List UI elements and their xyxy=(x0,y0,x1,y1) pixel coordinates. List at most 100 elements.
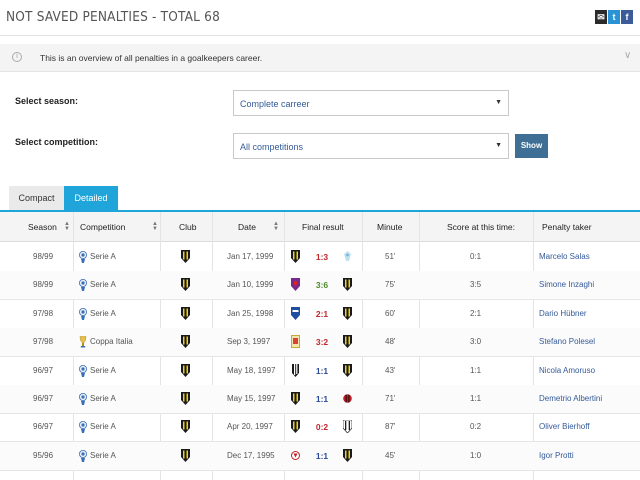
show-button[interactable]: Show xyxy=(515,134,548,158)
serie-a-icon xyxy=(79,279,87,291)
final-result-cell[interactable]: 1:1 xyxy=(315,366,329,376)
penalty-taker-link[interactable]: Demetrio Albertini xyxy=(539,394,603,403)
table-row: 97/98 Coppa Italia Sep 3, 1997 3:2 48' 3:0 Ste… xyxy=(0,328,640,357)
penalty-taker-link[interactable]: Stefano Polesel xyxy=(539,337,596,346)
minute-cell: 48' xyxy=(385,337,396,346)
facebook-share-icon[interactable]: f xyxy=(621,10,633,24)
penalty-taker-link[interactable]: Marcelo Salas xyxy=(539,252,590,261)
competition-label: Select competition: xyxy=(15,137,99,147)
table-header: Season ▲ ▼ Competition ▲ ▼ Club Date ▲ ▼ Fi… xyxy=(0,212,640,242)
info-bar[interactable]: i This is an overview of all penalties i… xyxy=(0,44,640,72)
col-date[interactable]: Date xyxy=(238,222,256,232)
season-cell: 96/97 xyxy=(33,394,54,403)
sort-icon[interactable]: ▲ ▼ xyxy=(64,221,70,232)
parma-crest-icon[interactable] xyxy=(343,335,352,348)
score-at-time-cell: 2:1 xyxy=(470,309,482,318)
season-select-value: Complete carreer xyxy=(240,99,310,109)
parma-crest-icon[interactable] xyxy=(181,335,190,349)
competition-cell[interactable]: Serie A xyxy=(90,366,116,375)
competition-select-value: All competitions xyxy=(240,142,304,152)
col-season[interactable]: Season xyxy=(28,222,57,232)
season-select[interactable]: Complete carreer ▼ xyxy=(233,90,509,116)
serie-a-icon xyxy=(79,251,87,263)
parma-crest-icon[interactable] xyxy=(181,449,190,463)
sort-icon[interactable]: ▲ ▼ xyxy=(273,221,279,232)
penalty-taker-link[interactable]: Oliver Bierhoff xyxy=(539,422,590,431)
bari-crest-icon[interactable] xyxy=(291,449,300,462)
penalty-taker-link[interactable]: Igor Protti xyxy=(539,451,574,460)
table-row: 98/99 Serie A Jan 17, 1999 1:3 51' 0:1 Marcelo… xyxy=(0,243,640,272)
final-result-cell[interactable]: 1:1 xyxy=(315,451,329,461)
parma-crest-icon[interactable] xyxy=(181,392,190,406)
final-result-cell[interactable]: 1:1 xyxy=(315,394,329,404)
fiorentina-crest-icon[interactable] xyxy=(291,278,300,291)
parma-crest-icon[interactable] xyxy=(181,364,190,378)
mail-share-icon[interactable]: ✉ xyxy=(595,10,607,24)
competition-cell[interactable]: Coppa Italia xyxy=(90,337,133,346)
final-result-cell[interactable]: 2:1 xyxy=(315,309,329,319)
table-row: 95/96 Serie A Dec 17, 1995 1:1 45' 1:0 Igor Pr… xyxy=(0,442,640,471)
table-row: 96/97 Serie A May 15, 1997 1:1 71' 1:1 Demetri… xyxy=(0,385,640,414)
parma-crest-icon[interactable] xyxy=(343,307,352,320)
competition-cell[interactable]: Serie A xyxy=(90,394,116,403)
milan-crest-icon[interactable] xyxy=(343,392,352,405)
final-result-cell[interactable]: 3:6 xyxy=(315,280,329,290)
competition-cell[interactable]: Serie A xyxy=(90,309,116,318)
penalty-taker-link[interactable]: Simone Inzaghi xyxy=(539,280,595,289)
dropdown-arrow-icon: ▼ xyxy=(495,99,502,106)
score-at-time-cell: 3:0 xyxy=(470,337,482,346)
udinese-crest-icon[interactable] xyxy=(342,419,353,434)
date-cell: Jan 10, 1999 xyxy=(227,280,274,289)
final-result-cell[interactable]: 0:2 xyxy=(315,422,329,432)
col-final-result: Final result xyxy=(302,222,344,232)
ravenna-crest-icon[interactable] xyxy=(291,335,300,348)
lazio-crest-icon[interactable] xyxy=(343,250,352,263)
competition-cell[interactable]: Serie A xyxy=(90,451,116,460)
table-row: 96/97 Serie A May 18, 1997 1:1 43' 1:1 Nicola … xyxy=(0,357,640,386)
parma-crest-icon[interactable] xyxy=(343,364,352,377)
parma-crest-icon[interactable] xyxy=(291,420,300,433)
col-penalty-taker: Penalty taker xyxy=(542,222,592,232)
season-cell: 98/99 xyxy=(33,252,54,261)
parma-crest-icon[interactable] xyxy=(291,392,300,405)
tab-compact[interactable]: Compact xyxy=(9,186,64,210)
penalty-taker-link[interactable]: Dario Hübner xyxy=(539,309,587,318)
twitter-share-icon[interactable]: t xyxy=(608,10,620,24)
tab-detailed[interactable]: Detailed xyxy=(64,186,118,210)
date-cell: Dec 17, 1995 xyxy=(227,451,275,460)
serie-a-icon xyxy=(79,308,87,320)
table-row: 96/97 Serie A Apr 20, 1997 0:2 87' 0:2 Oliver … xyxy=(0,413,640,442)
parma-crest-icon[interactable] xyxy=(343,278,352,291)
parma-crest-icon[interactable] xyxy=(343,449,352,462)
date-cell: May 18, 1997 xyxy=(227,366,276,375)
season-cell: 98/99 xyxy=(33,280,54,289)
parma-crest-icon[interactable] xyxy=(291,250,300,263)
table-row: 97/98 Serie A Jan 25, 1998 2:1 60' 2:1 Dario H… xyxy=(0,300,640,329)
competition-cell[interactable]: Serie A xyxy=(90,252,116,261)
sort-icon[interactable]: ▲ ▼ xyxy=(152,221,158,232)
minute-cell: 87' xyxy=(385,422,396,431)
competition-cell[interactable]: Serie A xyxy=(90,280,116,289)
info-text: This is an overview of all penalties in … xyxy=(40,53,263,63)
score-at-time-cell: 0:1 xyxy=(470,252,482,261)
season-cell: 97/98 xyxy=(33,309,54,318)
penalty-taker-link[interactable]: Nicola Amoruso xyxy=(539,366,596,375)
page-title: NOT SAVED PENALTIES - TOTAL 68 xyxy=(6,9,220,25)
col-competition[interactable]: Competition xyxy=(80,222,126,232)
date-cell: Jan 25, 1998 xyxy=(227,309,274,318)
competition-cell[interactable]: Serie A xyxy=(90,422,116,431)
parma-crest-icon[interactable] xyxy=(181,307,190,321)
brescia-crest-icon[interactable] xyxy=(291,307,300,320)
competition-select[interactable]: All competitions ▼ xyxy=(233,133,509,159)
juventus-crest-icon[interactable] xyxy=(291,364,300,377)
final-result-cell[interactable]: 1:3 xyxy=(315,252,329,262)
col-club: Club xyxy=(179,222,197,232)
parma-crest-icon[interactable] xyxy=(181,278,190,292)
date-cell: Jan 17, 1999 xyxy=(227,252,274,261)
parma-crest-icon[interactable] xyxy=(181,250,190,264)
date-cell: Sep 3, 1997 xyxy=(227,337,271,346)
parma-crest-icon[interactable] xyxy=(181,420,190,434)
chevron-down-icon[interactable]: ∨ xyxy=(624,50,632,61)
score-at-time-cell: 0:2 xyxy=(470,422,482,431)
final-result-cell[interactable]: 3:2 xyxy=(315,337,329,347)
